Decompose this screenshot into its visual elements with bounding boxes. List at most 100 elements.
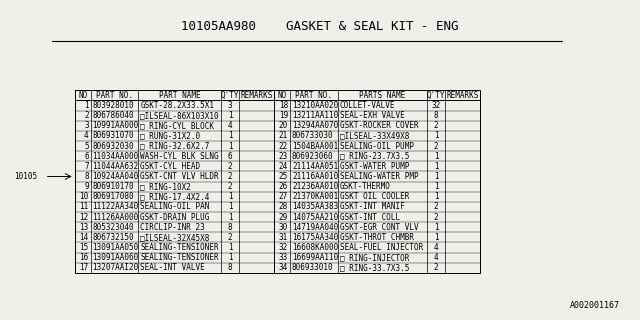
Text: NO: NO <box>278 91 287 100</box>
Text: 806933010: 806933010 <box>292 263 333 272</box>
Text: 14075AA210: 14075AA210 <box>292 212 338 222</box>
Text: 28: 28 <box>279 203 288 212</box>
Text: □ILSEAL-33X49X8: □ILSEAL-33X49X8 <box>340 132 409 140</box>
Text: 21114AA051: 21114AA051 <box>292 162 338 171</box>
Text: 1: 1 <box>228 141 232 150</box>
Text: 2: 2 <box>228 233 232 242</box>
Text: SEAL-FUEL INJECTOR: SEAL-FUEL INJECTOR <box>340 243 423 252</box>
Text: □ RING-33.7X3.5: □ RING-33.7X3.5 <box>340 263 409 272</box>
Text: 10924AA040: 10924AA040 <box>93 172 139 181</box>
Text: 13294AA070: 13294AA070 <box>292 121 338 130</box>
Text: SEALING-WATER PMP: SEALING-WATER PMP <box>340 172 419 181</box>
Text: 16175AA340: 16175AA340 <box>292 233 338 242</box>
Text: □ RING-17.4X2.4: □ RING-17.4X2.4 <box>140 192 210 201</box>
Text: 1: 1 <box>434 223 438 232</box>
Text: 2: 2 <box>434 263 438 272</box>
Text: 15: 15 <box>79 243 89 252</box>
Text: GSKT-INT COLL: GSKT-INT COLL <box>340 212 400 222</box>
Text: REMARKS: REMARKS <box>446 91 479 100</box>
Text: 14035AA383: 14035AA383 <box>292 203 338 212</box>
Text: A002001167: A002001167 <box>570 301 620 310</box>
Text: 806732150: 806732150 <box>93 233 134 242</box>
Text: 2: 2 <box>434 121 438 130</box>
Text: GSKT-CNT VLV HLDR: GSKT-CNT VLV HLDR <box>140 172 219 181</box>
Text: 3: 3 <box>228 101 232 110</box>
Text: 21: 21 <box>279 132 288 140</box>
Text: □ILSEAL-32X45X8: □ILSEAL-32X45X8 <box>140 233 210 242</box>
Text: 1504BAA001: 1504BAA001 <box>292 141 338 150</box>
Text: 1: 1 <box>434 182 438 191</box>
Text: 4: 4 <box>84 132 89 140</box>
Text: 1: 1 <box>434 172 438 181</box>
Text: 8: 8 <box>84 172 89 181</box>
Text: 6: 6 <box>228 152 232 161</box>
Text: Q'TY: Q'TY <box>221 91 239 100</box>
Text: □ RING-CYL BLOCK: □ RING-CYL BLOCK <box>140 121 214 130</box>
Text: 13210AA020: 13210AA020 <box>292 101 338 110</box>
Text: 11126AA000: 11126AA000 <box>93 212 139 222</box>
Text: GSKT-DRAIN PLUG: GSKT-DRAIN PLUG <box>140 212 210 222</box>
Text: 13091AA060: 13091AA060 <box>93 253 139 262</box>
Text: 806917080: 806917080 <box>93 192 134 201</box>
Text: 806910170: 806910170 <box>93 182 134 191</box>
Text: □ RING-10X2: □ RING-10X2 <box>140 182 191 191</box>
Text: 2: 2 <box>228 172 232 181</box>
Text: COLLET-VALVE: COLLET-VALVE <box>340 101 396 110</box>
Text: PART NO.: PART NO. <box>296 91 332 100</box>
Text: 32: 32 <box>431 101 440 110</box>
Text: 17: 17 <box>79 263 89 272</box>
Text: 30: 30 <box>279 223 288 232</box>
Text: 10105AA980    GASKET & SEAL KIT - ENG: 10105AA980 GASKET & SEAL KIT - ENG <box>181 20 459 33</box>
Text: 16699AA110: 16699AA110 <box>292 253 338 262</box>
Text: 8: 8 <box>434 111 438 120</box>
Text: 10: 10 <box>79 192 89 201</box>
Text: 2: 2 <box>84 111 89 120</box>
Text: □ RUNG-31X2.0: □ RUNG-31X2.0 <box>140 132 200 140</box>
Text: 1: 1 <box>228 132 232 140</box>
Text: 4: 4 <box>434 253 438 262</box>
Text: GSKT-28.2X33.5X1: GSKT-28.2X33.5X1 <box>140 101 214 110</box>
Text: 11122AA340: 11122AA340 <box>93 203 139 212</box>
Text: 5: 5 <box>84 141 89 150</box>
Text: 31: 31 <box>279 233 288 242</box>
Text: GSKT OIL COOLER: GSKT OIL COOLER <box>340 192 409 201</box>
Text: 19: 19 <box>279 111 288 120</box>
Text: □ RING-23.7X3.5: □ RING-23.7X3.5 <box>340 152 409 161</box>
Text: PARTS NAME: PARTS NAME <box>359 91 406 100</box>
Text: 8: 8 <box>228 223 232 232</box>
Text: 20: 20 <box>279 121 288 130</box>
Text: NO: NO <box>78 91 87 100</box>
Text: CIRCLIP-INR 23: CIRCLIP-INR 23 <box>140 223 205 232</box>
Text: GSKT-WATER PUMP: GSKT-WATER PUMP <box>340 162 409 171</box>
Text: 1: 1 <box>228 111 232 120</box>
Text: 13207AAI20: 13207AAI20 <box>93 263 139 272</box>
Text: 16608KA000: 16608KA000 <box>292 243 338 252</box>
Text: 6: 6 <box>84 152 89 161</box>
Text: Q'TY: Q'TY <box>427 91 445 100</box>
Text: 2: 2 <box>434 203 438 212</box>
Text: 26: 26 <box>279 182 288 191</box>
Text: 806786040: 806786040 <box>93 111 134 120</box>
Text: 29: 29 <box>279 212 288 222</box>
Text: 7: 7 <box>84 162 89 171</box>
Text: 23: 23 <box>279 152 288 161</box>
Text: □ RING-32.6X2.7: □ RING-32.6X2.7 <box>140 141 210 150</box>
Bar <box>274 90 480 273</box>
Text: 805323040: 805323040 <box>93 223 134 232</box>
Text: SEALING-TENSIONER: SEALING-TENSIONER <box>140 253 219 262</box>
Text: 9: 9 <box>84 182 89 191</box>
Text: 32: 32 <box>279 243 288 252</box>
Text: 1: 1 <box>228 212 232 222</box>
Text: PART NAME: PART NAME <box>159 91 200 100</box>
Text: 806923060: 806923060 <box>292 152 333 161</box>
Text: 806733030: 806733030 <box>292 132 333 140</box>
Text: 11044AA632: 11044AA632 <box>93 162 139 171</box>
Text: GSKT-EGR CONT VLV: GSKT-EGR CONT VLV <box>340 223 419 232</box>
Text: □ RING-INJECTOR: □ RING-INJECTOR <box>340 253 409 262</box>
Text: 10991AA000: 10991AA000 <box>93 121 139 130</box>
Text: 21236AA010: 21236AA010 <box>292 182 338 191</box>
Text: 14719AA040: 14719AA040 <box>292 223 338 232</box>
Text: 18: 18 <box>279 101 288 110</box>
Text: 8: 8 <box>228 263 232 272</box>
Text: 10105: 10105 <box>14 172 37 181</box>
